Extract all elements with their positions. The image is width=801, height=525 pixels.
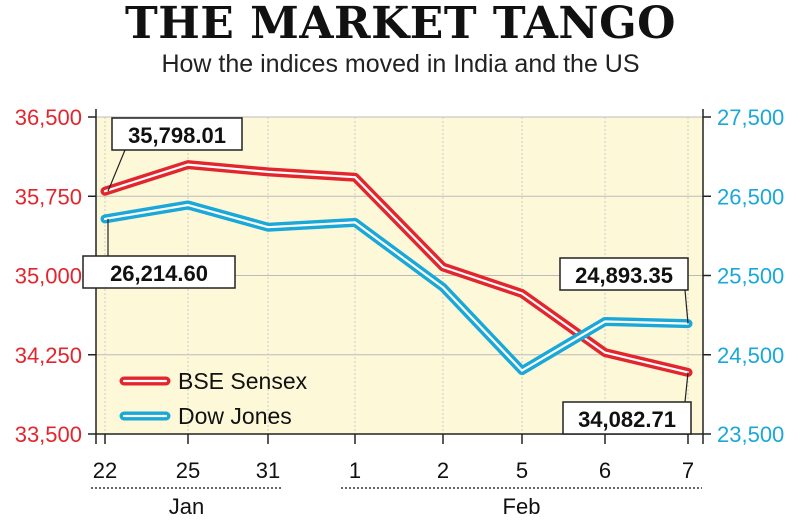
x-axis-tick-label: 7 bbox=[682, 458, 694, 483]
x-axis-tick-label: 22 bbox=[93, 458, 117, 483]
callout-leader bbox=[684, 372, 689, 403]
left-axis-tick-label: 36,500 bbox=[15, 105, 82, 130]
x-axis-tick-label: 25 bbox=[176, 458, 200, 483]
data-label: 35,798.01 bbox=[128, 123, 226, 148]
right-axis-tick-label: 26,500 bbox=[717, 184, 784, 209]
data-label: 34,082.71 bbox=[578, 407, 676, 432]
callout-box bbox=[82, 255, 236, 289]
callout-box bbox=[562, 401, 692, 435]
right-axis-tick-label: 24,500 bbox=[717, 343, 784, 368]
x-axis-tick-label: 6 bbox=[599, 458, 611, 483]
left-axis-tick-label: 35,000 bbox=[15, 264, 82, 289]
series-line-highlight bbox=[103, 203, 690, 372]
month-label: Jan bbox=[169, 494, 204, 519]
callout-leader bbox=[684, 289, 689, 324]
right-axis-tick-label: 25,500 bbox=[717, 264, 784, 289]
left-axis-tick-label: 34,250 bbox=[15, 343, 82, 368]
callout-leader bbox=[107, 149, 126, 192]
legend-label: BSE Sensex bbox=[178, 368, 308, 394]
x-axis-tick-label: 2 bbox=[437, 458, 449, 483]
chart-title: THE MARKET TANGO bbox=[124, 0, 677, 49]
x-axis-tick-label: 31 bbox=[256, 458, 280, 483]
x-axis-tick-label: 5 bbox=[516, 458, 528, 483]
legend-label: Dow Jones bbox=[178, 403, 292, 429]
callout-box bbox=[559, 257, 689, 291]
x-axis-tick-label: 1 bbox=[349, 458, 361, 483]
chart-subtitle: How the indices moved in India and the U… bbox=[161, 50, 640, 78]
month-label: Feb bbox=[503, 494, 541, 519]
series-line-highlight bbox=[103, 163, 690, 374]
right-axis-tick-label: 23,500 bbox=[717, 422, 784, 447]
left-axis-tick-label: 33,500 bbox=[15, 422, 82, 447]
data-label: 26,214.60 bbox=[110, 261, 208, 286]
right-axis-tick-label: 27,500 bbox=[717, 105, 784, 130]
left-axis-tick-label: 35,750 bbox=[15, 184, 82, 209]
callout-box bbox=[111, 117, 243, 151]
data-label: 24,893.35 bbox=[575, 263, 673, 288]
